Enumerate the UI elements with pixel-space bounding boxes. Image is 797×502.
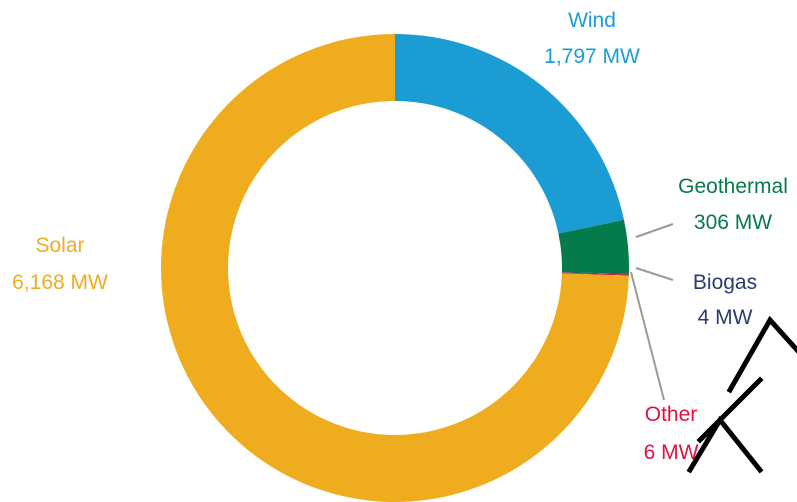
label-wind-name: Wind <box>568 9 616 32</box>
slice-wind <box>395 34 624 234</box>
leader-lines <box>630 223 674 401</box>
label-other-value: 6 MW <box>644 441 699 464</box>
label-solar-name: Solar <box>35 234 84 257</box>
slice-biogas <box>561 272 629 275</box>
watermark-strokes <box>686 315 797 474</box>
leader-line-geothermal <box>635 223 674 238</box>
slice-other <box>561 272 629 276</box>
slice-geothermal <box>558 219 629 274</box>
donut-slices <box>161 34 629 502</box>
label-biogas-name: Biogas <box>693 271 757 294</box>
label-wind-value: 1,797 MW <box>544 45 640 68</box>
label-solar-value: 6,168 MW <box>12 271 108 294</box>
label-geothermal-name: Geothermal <box>678 175 788 198</box>
label-biogas-value: 4 MW <box>698 306 753 329</box>
leader-line-biogas <box>635 267 674 281</box>
label-geothermal-value: 306 MW <box>694 211 772 234</box>
leader-line-other <box>630 271 665 401</box>
label-other-name: Other <box>645 403 698 426</box>
